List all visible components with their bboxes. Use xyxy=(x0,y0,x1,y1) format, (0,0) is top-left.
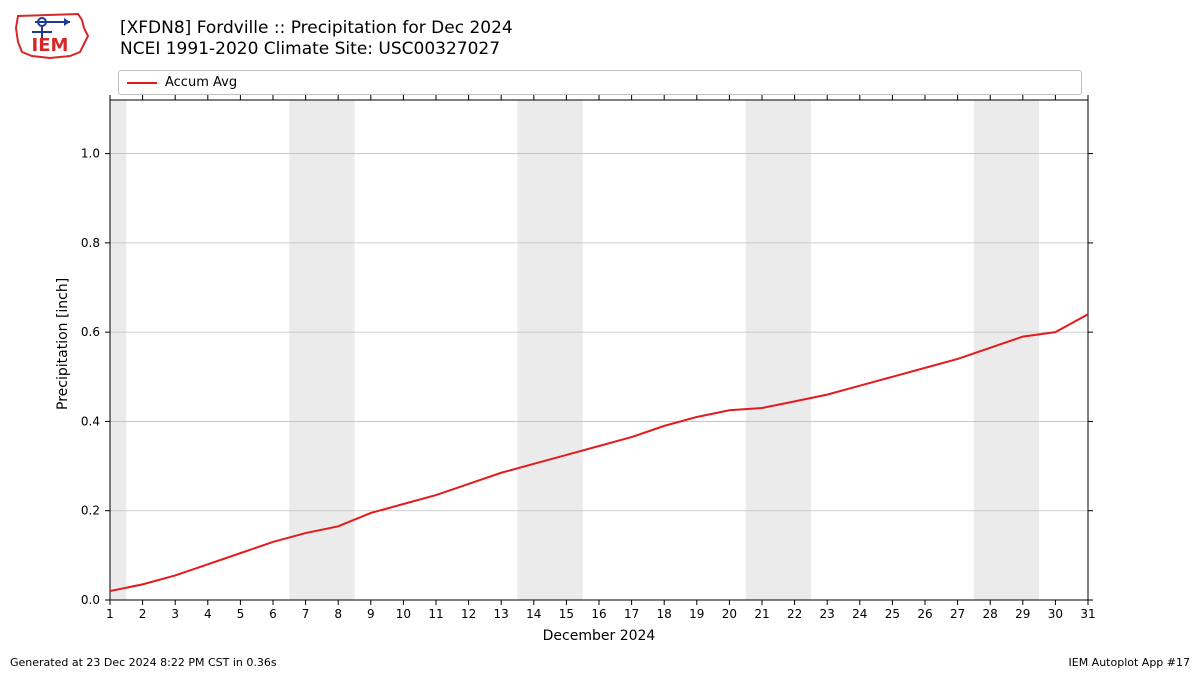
svg-text:1: 1 xyxy=(106,607,114,621)
y-axis-label: Precipitation [inch] xyxy=(55,278,71,410)
svg-text:7: 7 xyxy=(302,607,310,621)
svg-text:1.0: 1.0 xyxy=(81,147,100,161)
svg-text:0.2: 0.2 xyxy=(81,504,100,518)
legend: Accum Avg xyxy=(118,70,1082,95)
svg-text:22: 22 xyxy=(787,607,802,621)
svg-text:9: 9 xyxy=(367,607,375,621)
svg-text:0.4: 0.4 xyxy=(81,414,100,428)
svg-text:0.8: 0.8 xyxy=(81,236,100,250)
svg-text:27: 27 xyxy=(950,607,965,621)
svg-text:30: 30 xyxy=(1048,607,1063,621)
app-id: IEM Autoplot App #17 xyxy=(1069,656,1191,669)
svg-text:31: 31 xyxy=(1080,607,1095,621)
svg-text:29: 29 xyxy=(1015,607,1030,621)
svg-text:5: 5 xyxy=(237,607,245,621)
svg-text:15: 15 xyxy=(559,607,574,621)
svg-text:14: 14 xyxy=(526,607,541,621)
svg-text:28: 28 xyxy=(983,607,998,621)
svg-text:11: 11 xyxy=(428,607,443,621)
svg-text:19: 19 xyxy=(689,607,704,621)
svg-text:18: 18 xyxy=(657,607,672,621)
svg-text:20: 20 xyxy=(722,607,737,621)
svg-text:21: 21 xyxy=(754,607,769,621)
svg-text:25: 25 xyxy=(885,607,900,621)
svg-text:10: 10 xyxy=(396,607,411,621)
svg-text:12: 12 xyxy=(461,607,476,621)
svg-text:8: 8 xyxy=(334,607,342,621)
svg-text:2: 2 xyxy=(139,607,147,621)
svg-text:26: 26 xyxy=(917,607,932,621)
svg-text:16: 16 xyxy=(591,607,606,621)
x-axis-label: December 2024 xyxy=(110,628,1088,644)
svg-text:0.6: 0.6 xyxy=(81,325,100,339)
svg-text:3: 3 xyxy=(171,607,179,621)
svg-text:4: 4 xyxy=(204,607,212,621)
generated-timestamp: Generated at 23 Dec 2024 8:22 PM CST in … xyxy=(10,656,277,669)
svg-text:17: 17 xyxy=(624,607,639,621)
svg-text:24: 24 xyxy=(852,607,867,621)
legend-swatch xyxy=(127,82,157,84)
legend-label: Accum Avg xyxy=(165,75,237,90)
svg-text:6: 6 xyxy=(269,607,277,621)
svg-text:23: 23 xyxy=(820,607,835,621)
precipitation-chart: 0.00.20.40.60.81.01234567891011121314151… xyxy=(0,0,1200,675)
svg-text:0.0: 0.0 xyxy=(81,593,100,607)
svg-text:13: 13 xyxy=(494,607,509,621)
